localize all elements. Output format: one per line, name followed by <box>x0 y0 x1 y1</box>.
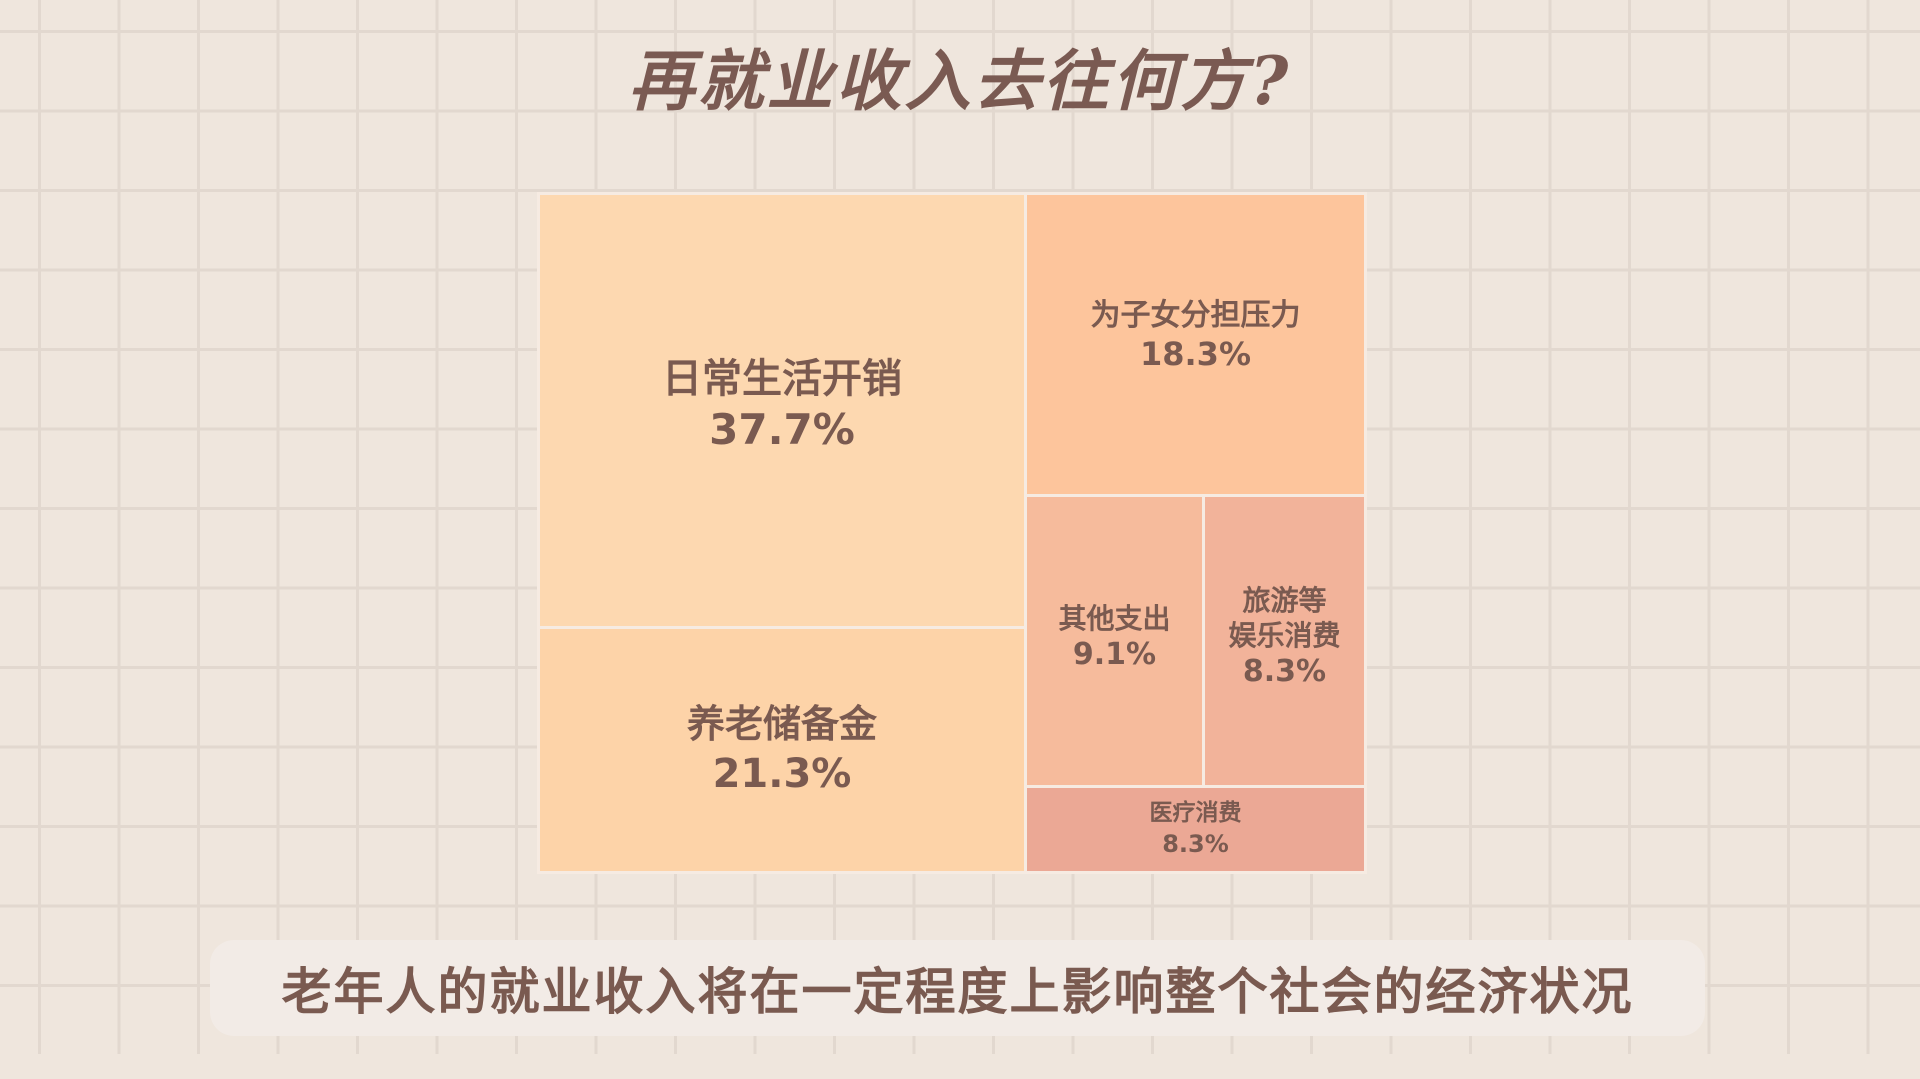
tile-children-support: 为子女分担压力 18.3% <box>1024 192 1367 497</box>
tile-other-expenses: 其他支出 9.1% <box>1024 494 1205 788</box>
treemap-chart: 日常生活开销 37.7% 养老储备金 21.3% 为子女分担压力 18.3% 其… <box>537 192 1367 874</box>
tile-value: 21.3% <box>712 750 852 797</box>
tile-value: 37.7% <box>709 405 855 455</box>
tile-value: 18.3% <box>1139 335 1251 374</box>
tile-label-line2: 娱乐消费 <box>1228 619 1341 653</box>
bottom-band <box>0 1054 1920 1079</box>
tile-label: 医疗消费 <box>1149 799 1242 826</box>
tile-daily-expenses: 日常生活开销 37.7% <box>537 192 1027 629</box>
tile-value: 8.3% <box>1242 654 1327 690</box>
tile-medical: 医疗消费 8.3% <box>1024 785 1367 874</box>
tile-value: 9.1% <box>1072 636 1157 672</box>
chart-title: 再就业收入去往何方? <box>628 42 1292 120</box>
tile-label: 为子女分担压力 <box>1090 297 1301 333</box>
tile-label-line1: 旅游等 <box>1242 584 1327 618</box>
tile-travel-entertainment: 旅游等 娱乐消费 8.3% <box>1202 494 1367 788</box>
tile-label: 日常生活开销 <box>662 356 902 403</box>
tile-label: 养老储备金 <box>686 702 877 747</box>
caption-text: 老年人的就业收入将在一定程度上影响整个社会的经济状况 <box>281 962 1634 1021</box>
tile-value: 8.3% <box>1162 829 1229 858</box>
tile-pension-savings: 养老储备金 21.3% <box>537 626 1027 874</box>
caption-box: 老年人的就业收入将在一定程度上影响整个社会的经济状况 <box>210 940 1705 1036</box>
tile-label: 其他支出 <box>1058 601 1171 635</box>
